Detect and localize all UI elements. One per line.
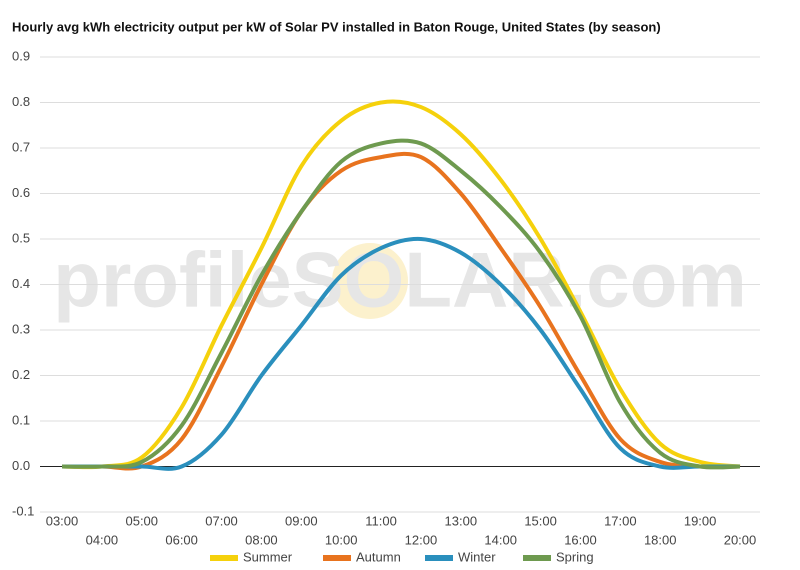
y-tick-label: 0.9	[12, 48, 30, 63]
legend-swatch[interactable]	[323, 555, 351, 561]
x-tick-label: 11:00	[365, 513, 397, 528]
series-line	[61, 138, 741, 470]
y-tick-label: 0.1	[12, 412, 30, 427]
y-tick-label: 0.0	[12, 458, 30, 473]
y-tick-label: 0.6	[12, 185, 30, 200]
y-tick-label: 0.2	[12, 367, 30, 382]
x-tick-label: 10:00	[325, 532, 358, 547]
x-tick-label: 13:00	[445, 513, 478, 528]
x-tick-label: 12:00	[405, 532, 438, 547]
x-tick-label: 04:00	[86, 532, 119, 547]
legend-swatch[interactable]	[523, 555, 551, 561]
x-tick-label: 08:00	[245, 532, 278, 547]
legend-swatch[interactable]	[425, 555, 453, 561]
chart-title: Hourly avg kWh electricity output per kW…	[12, 19, 661, 34]
watermark: profileSOLAR.com	[53, 236, 746, 324]
legend-label[interactable]: Autumn	[356, 549, 401, 564]
y-tick-label: -0.1	[12, 503, 34, 518]
series-line	[62, 151, 741, 471]
legend-swatch[interactable]	[210, 555, 238, 561]
x-tick-label: 06:00	[165, 532, 198, 547]
series-line	[62, 236, 740, 471]
x-tick-label: 07:00	[205, 513, 238, 528]
x-tick-label: 03:00	[46, 513, 79, 528]
x-tick-label: 15:00	[524, 513, 557, 528]
y-tick-label: 0.3	[12, 321, 30, 336]
legend-label[interactable]: Winter	[458, 549, 496, 564]
x-tick-label: 20:00	[724, 532, 757, 547]
x-tick-label: 16:00	[564, 532, 597, 547]
y-tick-label: 0.8	[12, 94, 30, 109]
y-tick-label: 0.7	[12, 139, 30, 154]
legend-label[interactable]: Spring	[556, 549, 594, 564]
x-tick-label: 17:00	[604, 513, 637, 528]
x-tick-label: 05:00	[125, 513, 158, 528]
series-line	[61, 99, 741, 470]
y-tick-label: 0.4	[12, 276, 30, 291]
x-tick-label: 18:00	[644, 532, 677, 547]
watermark-sun	[332, 243, 408, 319]
x-tick-label: 09:00	[285, 513, 318, 528]
legend-label[interactable]: Summer	[243, 549, 293, 564]
x-tick-label: 14:00	[484, 532, 517, 547]
x-tick-label: 19:00	[684, 513, 717, 528]
y-tick-label: 0.5	[12, 230, 30, 245]
